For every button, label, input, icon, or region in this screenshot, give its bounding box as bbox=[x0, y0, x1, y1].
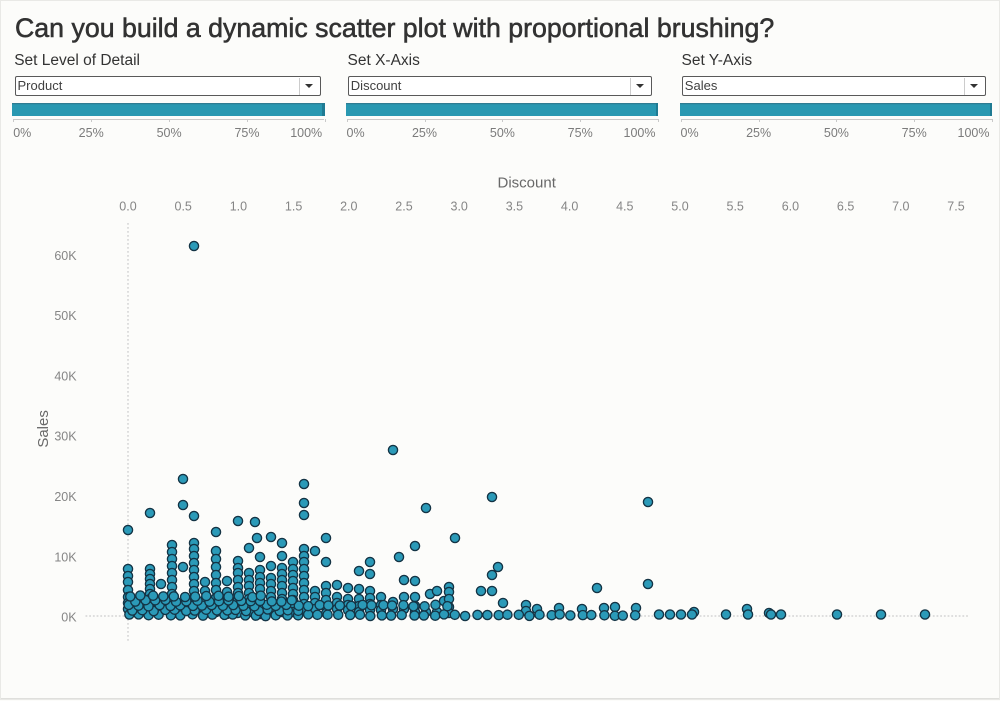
svg-text:Sales: Sales bbox=[35, 410, 52, 448]
svg-text:6.5: 6.5 bbox=[837, 199, 854, 213]
svg-text:2.0: 2.0 bbox=[340, 199, 357, 213]
svg-text:4.0: 4.0 bbox=[561, 199, 578, 213]
svg-text:Discount: Discount bbox=[498, 175, 557, 192]
svg-text:3.5: 3.5 bbox=[506, 199, 523, 213]
svg-text:4.5: 4.5 bbox=[616, 199, 633, 213]
svg-text:0.0: 0.0 bbox=[119, 199, 136, 213]
svg-text:1.0: 1.0 bbox=[230, 199, 247, 213]
svg-text:0.5: 0.5 bbox=[175, 199, 192, 213]
svg-text:10K: 10K bbox=[54, 550, 77, 564]
svg-text:30K: 30K bbox=[54, 430, 77, 444]
svg-text:5.0: 5.0 bbox=[671, 199, 688, 213]
svg-text:7.0: 7.0 bbox=[892, 199, 909, 213]
svg-text:60K: 60K bbox=[54, 249, 77, 263]
svg-text:2.5: 2.5 bbox=[395, 199, 412, 213]
svg-text:3.0: 3.0 bbox=[451, 199, 468, 213]
svg-text:40K: 40K bbox=[54, 369, 77, 383]
svg-text:6.0: 6.0 bbox=[782, 199, 799, 213]
svg-text:20K: 20K bbox=[54, 490, 77, 504]
svg-text:5.5: 5.5 bbox=[727, 199, 744, 213]
svg-text:0K: 0K bbox=[61, 611, 77, 625]
svg-text:50K: 50K bbox=[54, 309, 77, 323]
svg-text:1.5: 1.5 bbox=[285, 199, 302, 213]
svg-text:7.5: 7.5 bbox=[947, 199, 964, 213]
